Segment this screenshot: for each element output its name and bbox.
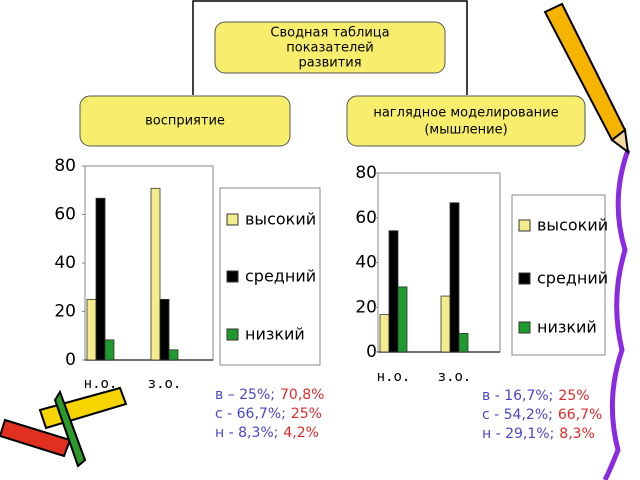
pencil [38,386,128,430]
bar [86,298,97,361]
bar [150,187,161,361]
y-tick-label: 0 [366,342,377,362]
box-text: развития [298,56,361,71]
x-tick-label: з.о. [148,376,182,392]
annotation-part: 25% [558,388,589,404]
y-tick-label: 20 [355,297,377,317]
legend-swatch [518,219,531,232]
x-tick-label: н.о. [377,369,411,385]
bar [397,286,408,353]
annotation-part: с - 66,7%; [215,406,286,422]
box-text: Сводная таблица [270,26,389,41]
annotation-part: 4,2% [283,425,319,441]
pencil [53,389,87,468]
legend-swatch [226,270,239,283]
annotation: с - 54,2%; 66,7% [482,407,602,423]
annotation-part: 66,7% [558,407,602,423]
y-tick-label: 40 [355,253,377,273]
box-text: наглядное моделирование [373,106,558,121]
annotation-part: в - 16,7%; [482,388,553,404]
x-tick-label: н.о. [84,376,118,392]
legend-swatch [226,328,239,341]
annotation: в - 16,7%; 25% [482,388,590,404]
y-tick-label: 0 [65,350,76,370]
box-text: восприятие [145,114,225,129]
annotation: н - 8,3%; 4,2% [215,425,319,441]
annotation: в – 25%; 70,8% [215,387,324,403]
annotation-part: с - 54,2%; [482,407,553,423]
annotation-part: 70,8% [280,387,324,403]
y-tick-label: 80 [355,163,377,183]
legend-swatch [226,213,239,226]
y-tick-label: 60 [54,205,76,225]
y-tick-label: 60 [355,208,377,228]
wavy-line [602,149,631,480]
right-box [346,95,586,147]
bar [159,298,170,361]
legend-label: средний [537,269,608,288]
bar [168,349,179,361]
top-box [214,21,446,74]
annotation-part: н - 29,1%; [482,426,554,442]
plot-area [84,165,214,361]
y-tick-label: 40 [54,253,76,273]
bar [379,314,390,353]
legend-swatch [518,272,531,285]
bar [449,202,460,353]
legend-label: средний [245,267,316,286]
box-text: показателей [286,41,373,56]
legend-label: высокий [245,210,316,229]
legend-swatch [518,321,531,334]
diagram: Сводная таблица показателей развития вос… [79,0,586,147]
pencil-tip [610,128,630,155]
annotation: с - 66,7%; 25% [215,406,322,422]
box-text: (мышление) [424,123,507,138]
bar [95,197,106,361]
annotation-part: в – 25%; [215,387,275,403]
annotation-part: н - 8,3%; [215,425,278,441]
pencil [0,418,72,458]
y-tick-label: 20 [54,302,76,322]
y-tick-label: 80 [54,156,76,176]
legend-label: низкий [537,318,597,337]
annotation: н - 29,1%; 8,3% [482,426,595,442]
bar [458,333,469,353]
bar [440,295,451,353]
bar [388,230,399,353]
x-tick-label: з.о. [438,369,472,385]
bar [104,339,115,361]
left-box [79,95,291,147]
annotation-part: 8,3% [559,426,595,442]
annotation-part: 25% [291,406,322,422]
legend-label: низкий [245,325,305,344]
connector [192,0,468,95]
legend-label: высокий [537,216,608,235]
